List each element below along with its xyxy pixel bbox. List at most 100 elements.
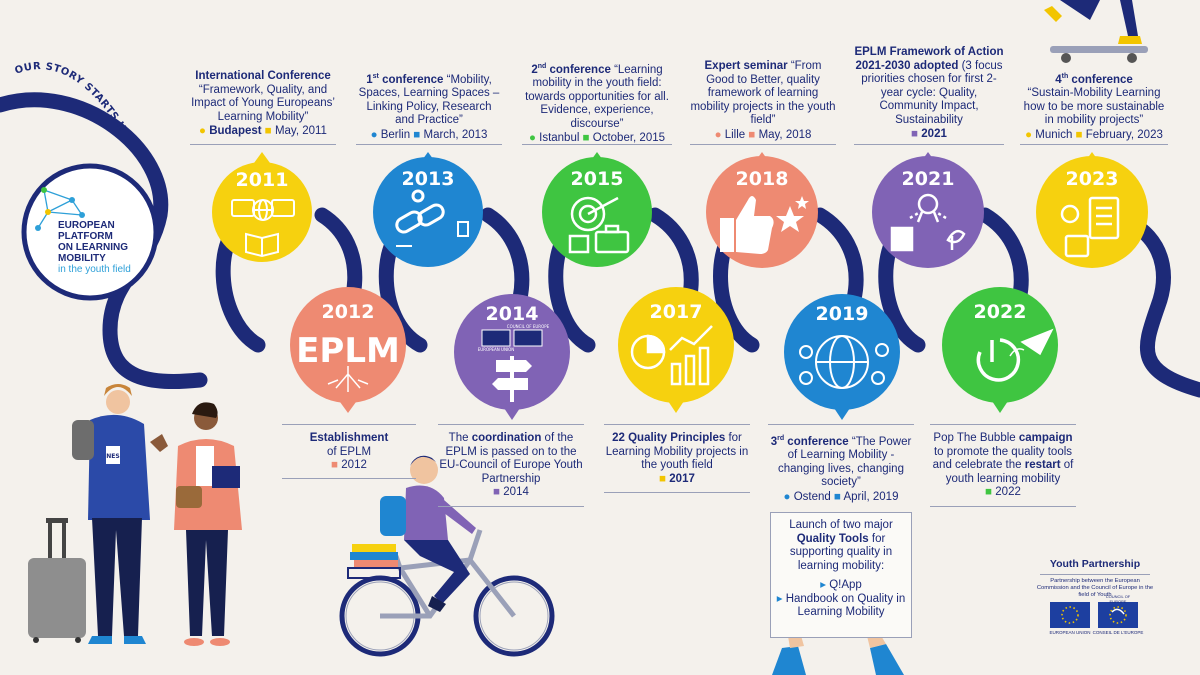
circle-2012: 2012 EPLM (290, 287, 406, 413)
milestone-2022-desc: to promote the quality tools and celebra… (932, 445, 1073, 472)
milestone-2022-text: Pop The Bubble campaign to promote the q… (932, 432, 1074, 498)
milestone-2014-text: The coordination of the EPLM is passed o… (439, 432, 583, 498)
pie-bar-chart-icon (630, 325, 713, 386)
svg-text:COUNCIL OF EUROPE: COUNCIL OF EUROPE (507, 324, 550, 329)
svg-text:2018: 2018 (736, 168, 789, 190)
tools-box-desc: for supporting quality in learning mobil… (789, 532, 893, 572)
milestone-2011-text: International Conference “Framework, Qua… (190, 70, 336, 139)
cyclist-illustration (339, 455, 555, 657)
circle-2023: 2023 (1036, 152, 1148, 268)
svg-text:2015: 2015 (571, 168, 624, 190)
svg-text:2021: 2021 (902, 168, 955, 190)
milestone-2023-text: 4th conference “Sustain-Mobility Learnin… (1023, 73, 1165, 141)
milestone-2013-place: Berlin (380, 128, 411, 141)
coe-label: CONSEIL DE L'EUROPE (1092, 630, 1144, 635)
coe-top-label: COUNCIL OF EUROPE (1105, 594, 1131, 604)
eplm-logo (21, 163, 159, 301)
chain-link-icon (395, 189, 469, 247)
location-pin-icon: ● (199, 125, 206, 137)
thumbs-up-stars-icon (720, 196, 809, 254)
coe-flag-small-icon (513, 329, 543, 347)
circle-2015: 2015 (542, 152, 652, 267)
calendar-icon: ■ (748, 128, 756, 141)
tools-box-item-1: Q!App (829, 579, 862, 591)
circle-2013: 2013 (373, 152, 483, 267)
partnership-title: Youth Partnership (1049, 558, 1141, 570)
quality-tools-box: Launch of two major Quality Tools for su… (770, 512, 912, 638)
divider (768, 424, 914, 425)
skateboarder-illustration (1044, 0, 1148, 63)
divider (438, 424, 584, 425)
milestone-2014-desc: of the EPLM is passed on to the EU-Counc… (439, 432, 583, 485)
divider (930, 506, 1076, 507)
divider (930, 424, 1076, 425)
milestone-2022-date: 2022 (995, 486, 1021, 498)
milestone-2021-date: 2021 (921, 128, 947, 140)
svg-text:2011: 2011 (236, 169, 289, 191)
milestone-2011-place: Budapest (209, 125, 262, 137)
tools-box-item-2: Handbook on Quality in Learning Mobility (785, 592, 906, 619)
calendar-icon: ■ (1075, 128, 1083, 141)
roots-icon (327, 366, 369, 392)
milestone-2019-text: 3rd conference “The Power of Learning Mo… (770, 435, 912, 503)
eu-label: EUROPEAN UNION (1049, 630, 1091, 635)
svg-text:2012: 2012 (322, 301, 375, 323)
calendar-icon: ■ (659, 472, 667, 485)
milestone-2018-place: Lille (724, 128, 746, 141)
location-pin-icon: ● (370, 128, 378, 141)
calendar-icon: ■ (331, 459, 339, 471)
calendar-icon: ■ (264, 125, 272, 137)
milestone-2015-desc: “Learning mobility in the youth field: t… (525, 63, 669, 130)
calendar-icon: ■ (833, 490, 841, 503)
logo-text: EUROPEAN PLATFORM ON LEARNING MOBILITY i… (58, 220, 168, 275)
milestone-2017-desc: for Learning Mobility projects in the yo… (605, 432, 749, 471)
tools-box-pre: Launch of two major (789, 519, 893, 531)
milestone-2012-desc: of EPLM (326, 445, 372, 458)
milestone-2013-date: March, 2013 (423, 128, 488, 141)
milestone-2023-place: Munich (1035, 128, 1073, 141)
milestone-2017-date: 2017 (669, 472, 695, 485)
divider (1020, 144, 1168, 145)
coe-flag-icon (1098, 602, 1138, 628)
logo-line-3: in the youth field (58, 264, 131, 275)
milestone-2013-title: conference (382, 73, 444, 86)
partnership-subtitle: Partnership between the European Commiss… (1036, 578, 1154, 598)
target-briefcase-icon (568, 196, 630, 254)
traveler-illustration: NES (28, 384, 242, 646)
svg-text:EUROPEAN UNION: EUROPEAN UNION (478, 347, 515, 352)
calendar-icon: ■ (985, 486, 993, 498)
divider (356, 144, 502, 145)
globe-network-icon (799, 335, 889, 389)
logo-node-icon (41, 187, 47, 193)
divider (854, 144, 1004, 145)
milestone-2017-title: 22 Quality Principles (612, 432, 726, 444)
location-pin-icon: ● (783, 490, 791, 503)
divider (190, 144, 336, 145)
milestone-2015-text: 2nd conference “Learning mobility in the… (525, 63, 669, 145)
triangle-bullet-icon: ▸ (776, 592, 783, 605)
logo-line-2: ON LEARNING MOBILITY (58, 242, 128, 264)
svg-text:2019: 2019 (816, 303, 869, 325)
circle-2014: 2014 EUROPEAN UNION COUNCIL OF EUROPE (454, 294, 570, 420)
milestone-2021-title: EPLM Framework of Action 2021-2030 adopt… (854, 46, 1004, 72)
circle-2018: 2018 (706, 152, 818, 268)
checklist-luggage-icon (1060, 196, 1120, 258)
divider (604, 492, 750, 493)
circle-2019: 2019 (784, 294, 900, 420)
milestone-2019-date: April, 2019 (843, 490, 899, 503)
milestone-2022-title: campaign (1018, 432, 1073, 444)
milestone-2018-title: Expert seminar (704, 60, 788, 72)
location-pin-icon: ● (1025, 128, 1033, 141)
milestone-2018-text: Expert seminar “From Good to Better, qua… (690, 60, 836, 142)
location-pin-icon: ● (528, 132, 536, 145)
milestone-2012-date: 2012 (341, 459, 367, 471)
calendar-icon: ■ (493, 486, 501, 498)
circle-2021: 2021 (872, 152, 984, 268)
milestone-2019-desc: “The Power of Learning Mobility - changi… (778, 435, 912, 489)
divider (1040, 574, 1150, 575)
milestone-2017-text: 22 Quality Principles for Learning Mobil… (604, 432, 750, 486)
milestone-2023-desc: “Sustain-Mobility Learning how to be mor… (1023, 87, 1165, 127)
svg-text:2017: 2017 (650, 301, 703, 323)
svg-text:2014: 2014 (486, 303, 539, 325)
eu-flag-small-icon (481, 329, 511, 347)
